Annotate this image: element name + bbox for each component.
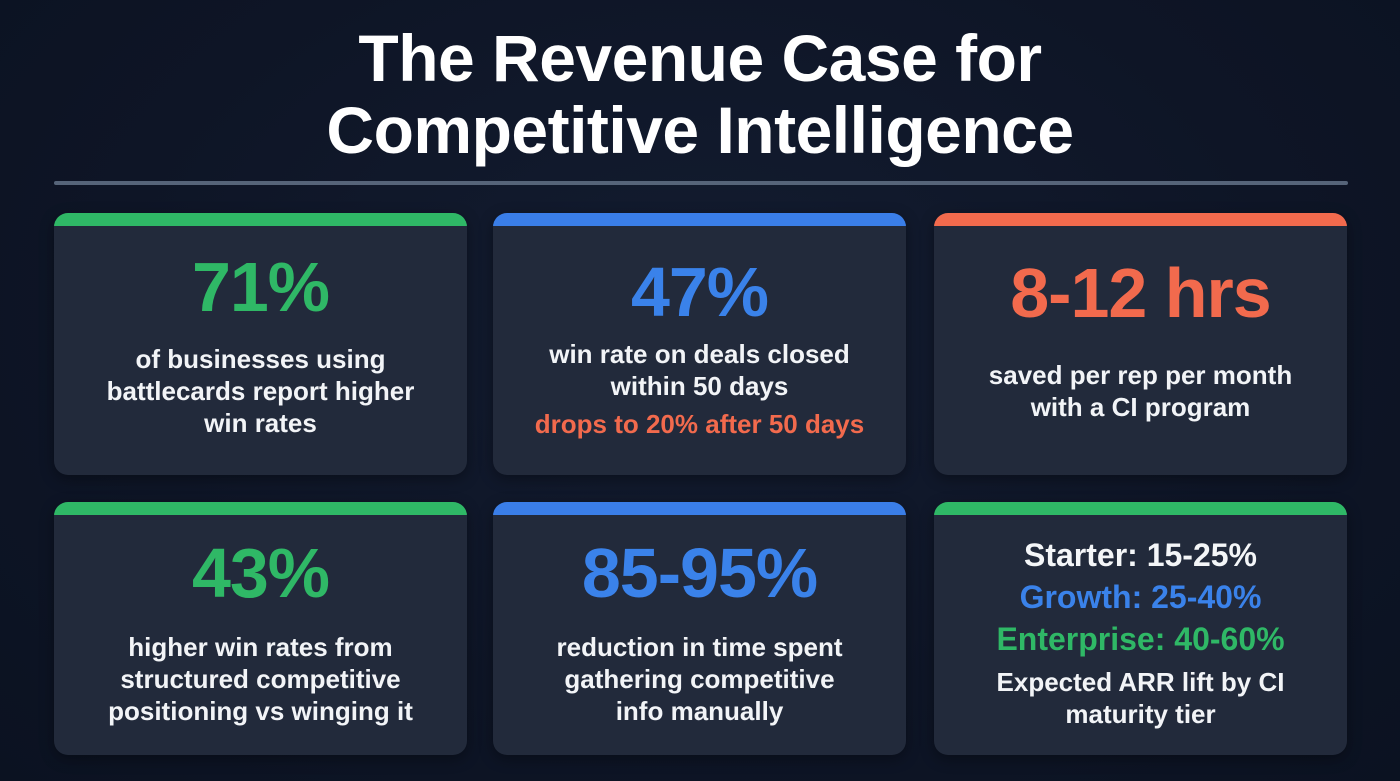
stat-card-battlecards: 71% of businesses using battlecards repo…	[54, 213, 467, 475]
stat-description: win rate on deals closed within 50 days	[549, 338, 850, 401]
card-accent-bar	[493, 213, 906, 226]
stat-note: drops to 20% after 50 days	[534, 408, 865, 439]
tier-list: Starter: 15-25% Growth: 25-40% Enterpris…	[996, 534, 1284, 660]
card-accent-bar	[934, 213, 1347, 226]
stat-description: higher win rates from structured competi…	[108, 632, 413, 726]
title-line-2: Competitive Intelligence	[326, 93, 1074, 167]
stat-value: 47%	[630, 252, 769, 331]
stat-value: 43%	[191, 534, 330, 612]
stat-description: Expected ARR lift by CI maturity tier	[996, 667, 1285, 729]
tier-starter: Starter: 15-25%	[1024, 537, 1257, 573]
stat-value: 85-95%	[581, 534, 818, 612]
card-accent-bar	[54, 213, 467, 226]
stat-card-win-rate-50-days: 47% win rate on deals closed within 50 d…	[493, 213, 906, 475]
card-accent-bar	[934, 502, 1347, 515]
stat-card-time-reduction: 85-95% reduction in time spent gathering…	[493, 502, 906, 755]
stat-description: of businesses using battlecards report h…	[106, 343, 415, 438]
stat-card-arr-lift-tiers: Starter: 15-25% Growth: 25-40% Enterpris…	[934, 502, 1347, 755]
tier-enterprise: Enterprise: 40-60%	[996, 621, 1285, 657]
title-line-1: The Revenue Case for	[358, 21, 1042, 95]
stat-value: 8-12 hrs	[1010, 253, 1271, 332]
title-divider	[54, 181, 1348, 185]
page-title: The Revenue Case for Competitive Intelli…	[0, 22, 1400, 166]
stat-value: 71%	[191, 247, 330, 326]
stat-description: saved per rep per month with a CI progra…	[988, 359, 1293, 422]
stat-card-hours-saved: 8-12 hrs saved per rep per month with a …	[934, 213, 1347, 475]
tier-growth: Growth: 25-40%	[1019, 579, 1262, 615]
stat-description: reduction in time spent gathering compet…	[556, 632, 843, 726]
card-accent-bar	[493, 502, 906, 515]
stat-card-structured-positioning: 43% higher win rates from structured com…	[54, 502, 467, 755]
card-accent-bar	[54, 502, 467, 515]
